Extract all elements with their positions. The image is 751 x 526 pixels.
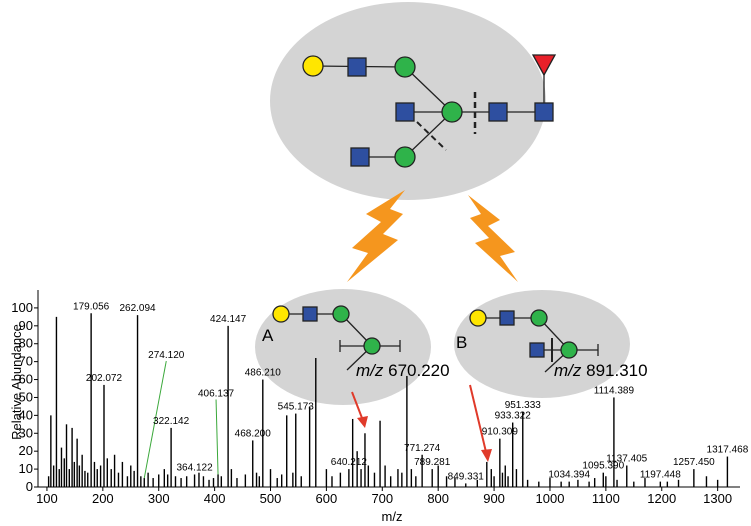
peak-label: 849.331 [448,471,485,482]
arrow-head [357,416,368,428]
glcnac [488,102,508,122]
x-tick-label: 1000 [536,491,565,506]
y-tick-label: 10 [19,461,33,476]
arrow-head [481,449,492,462]
y-tick-label: 20 [19,443,33,458]
peak-label: 202.072 [86,373,123,384]
mannose [332,305,350,323]
y-tick-label: 30 [19,425,33,440]
peak-label: 468.200 [235,428,272,439]
mannose [441,101,463,123]
mannose [394,146,416,168]
fragment-letter: B [456,333,467,352]
glcnac [529,342,545,358]
y-tick-label: 60 [19,372,33,387]
glycan-layer [272,54,599,462]
peak-label: 771.274 [404,443,441,454]
peak-label: 262.094 [119,303,156,314]
peak-label: 789.281 [414,457,451,468]
peak-label: 424.147 [210,314,247,325]
y-tick-label: 40 [19,407,33,422]
x-axis-label: m/z [382,509,403,524]
peak-label: 486.210 [245,368,282,379]
galactose [272,305,290,323]
annotation-layer: A m/z 670.220 B m/z 891.310 m/z Relative… [9,300,749,524]
peak-label: 274.120 [148,350,185,361]
mz-prefix: m/z [554,361,582,380]
peak-label: 179.056 [73,301,110,312]
y-tick-label: 50 [19,389,33,404]
peak-label: 1095.390 [582,461,624,472]
glcnac [347,57,367,77]
peak-label: 951.333 [505,400,542,411]
peak-label: 910.309 [482,427,519,438]
mz-value: 891.310 [586,361,647,380]
label-leader [215,399,219,475]
arrow [351,391,363,419]
bond [404,66,453,113]
x-tick-label: 200 [92,491,114,506]
fragment-mz: m/z 670.220 [356,361,450,380]
galactose [302,55,324,77]
x-tick-label: 100 [36,491,58,506]
lightning-bolt [468,195,518,282]
x-tick-label: 700 [371,491,393,506]
peak-label: 406.137 [198,388,235,399]
lightning-bolt [347,190,405,282]
y-tick-label: 80 [19,336,33,351]
fragment-ellipse [255,289,431,405]
x-tick-label: 300 [148,491,170,506]
label-leader [143,360,167,479]
x-tick-label: 900 [483,491,505,506]
peak-label: 545.173 [278,402,315,413]
peak-label: 364.122 [176,462,213,473]
glcnac [350,147,370,167]
fucose [531,54,557,77]
x-tick-label: 1200 [647,491,676,506]
x-tick-label: 400 [204,491,226,506]
y-tick-label: 0 [26,479,33,494]
mz-prefix: m/z [356,361,384,380]
peak-label: 1137.405 [606,454,647,465]
plot-layer [34,290,740,491]
mz-value: 670.220 [388,361,449,380]
peak-label: 933.322 [495,411,532,422]
peak-label: 1197.448 [640,470,681,481]
peak-label: 1257.450 [673,457,715,468]
arrow [469,384,487,453]
y-tick-label: 90 [19,318,33,333]
glcnac [499,310,515,326]
x-tick-label: 800 [427,491,449,506]
fragment-mz: m/z 891.310 [554,361,648,380]
glcnac [395,102,415,122]
mannose [560,341,578,359]
x-tick-label: 1300 [703,491,732,506]
y-tick-label: 70 [19,354,33,369]
mannose [394,56,416,78]
background-layer [255,2,630,405]
x-tick-label: 1100 [592,491,620,506]
mannose [363,337,381,355]
mannose [530,309,548,327]
cleavage [416,121,447,151]
peak-label: 640.212 [331,457,368,468]
peak-label: 1034.394 [548,470,590,481]
peak-label: 1317.468 [707,445,749,456]
y-axis-label: Relative Abundance [9,324,24,440]
y-tick-label: 100 [11,300,33,315]
peak-label: 1114.389 [594,385,635,396]
x-tick-label: 500 [260,491,282,506]
glycan-ellipse [270,2,546,200]
peak-label: 322.142 [153,416,190,427]
fragment-letter: A [262,326,274,345]
glcnac [302,306,318,322]
x-tick-label: 600 [316,491,338,506]
galactose [469,309,487,327]
bond [404,111,453,158]
glcnac [534,102,554,122]
